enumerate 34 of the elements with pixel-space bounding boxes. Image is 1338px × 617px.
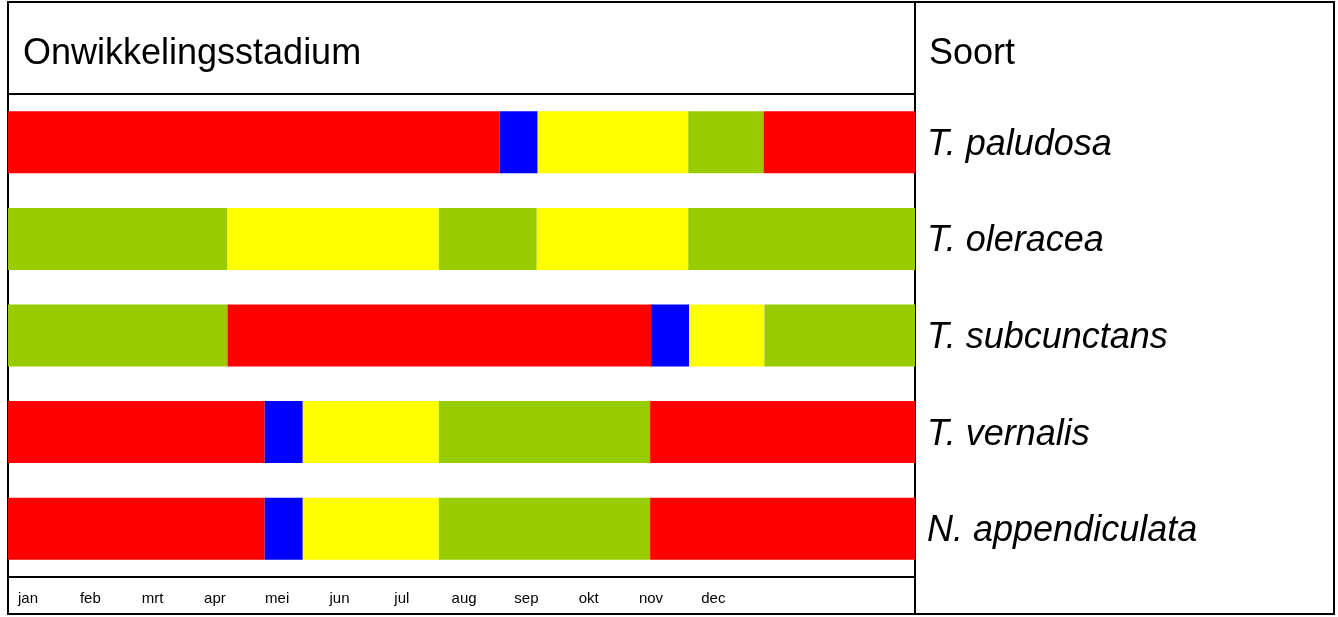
text: jan (16, 589, 39, 606)
bar (537, 111, 689, 174)
y-tick-label: T. paludosa (927, 121, 1112, 163)
text: apr (204, 589, 226, 606)
y-tick-label: T. subcunctans (927, 315, 1168, 356)
text: mrt (141, 589, 165, 606)
y-axis-title: Soort (929, 30, 1016, 72)
bar (8, 497, 265, 560)
bar (438, 497, 651, 560)
bar (438, 401, 651, 464)
text: nov (638, 589, 664, 606)
bar (650, 401, 915, 464)
bar (8, 401, 265, 464)
bar (650, 497, 915, 560)
text: feb (79, 589, 101, 606)
bar (499, 111, 538, 174)
text: jun (328, 589, 350, 606)
bar (688, 111, 764, 174)
bar (264, 497, 303, 560)
text: okt (578, 589, 600, 606)
y-tick-label: N. appendiculata (927, 508, 1198, 550)
text: dec (701, 589, 726, 606)
text: aug (451, 589, 477, 606)
bar (302, 401, 439, 464)
chart-title: Onwikkelingsstadium (23, 30, 362, 72)
bar (302, 497, 439, 560)
text: mei (265, 589, 290, 606)
bar (264, 401, 303, 464)
y-tick-label: T. oleracea (927, 218, 1104, 260)
bar (8, 111, 500, 174)
text: jul (393, 589, 410, 606)
bar (763, 111, 915, 174)
text: sep (514, 589, 539, 606)
y-tick-label: T. vernalis (927, 411, 1090, 453)
